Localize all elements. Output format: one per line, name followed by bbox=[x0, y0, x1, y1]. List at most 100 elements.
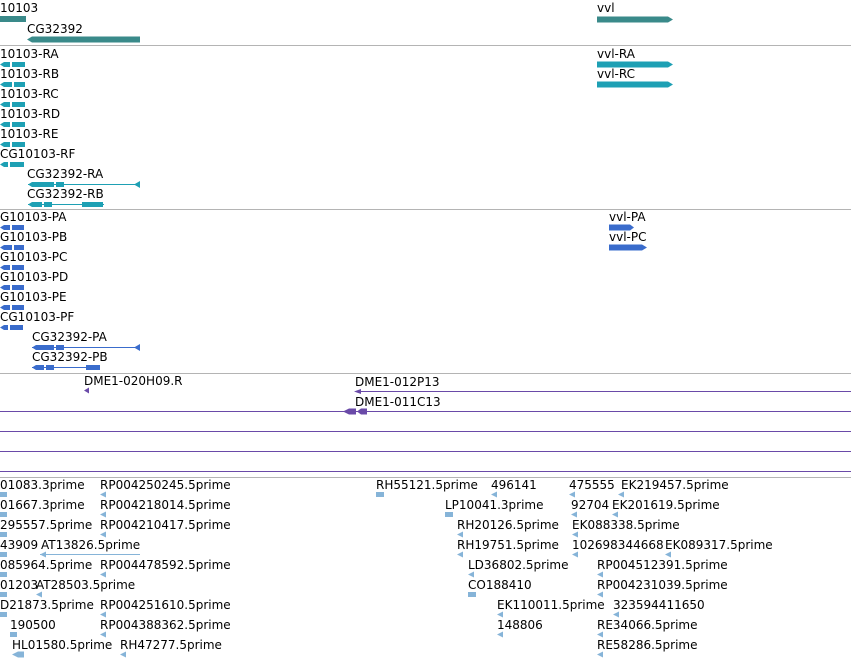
protein-glyph[interactable] bbox=[0, 305, 24, 310]
est-label[interactable]: LD36802.5prime bbox=[468, 558, 569, 572]
protein-glyph[interactable] bbox=[32, 365, 100, 370]
protein-glyph[interactable] bbox=[609, 244, 647, 251]
transcript-glyph[interactable] bbox=[28, 181, 140, 188]
est-glyph[interactable] bbox=[491, 491, 497, 498]
est-glyph[interactable] bbox=[10, 632, 17, 637]
protein-glyph[interactable] bbox=[0, 285, 24, 290]
est-label[interactable]: 475555 bbox=[569, 478, 615, 492]
est-glyph[interactable] bbox=[100, 631, 106, 638]
est-glyph[interactable] bbox=[597, 591, 603, 598]
transcript-glyph[interactable] bbox=[0, 122, 25, 127]
est-glyph[interactable] bbox=[597, 651, 603, 658]
est-glyph[interactable] bbox=[120, 651, 126, 658]
est-label[interactable]: 148806 bbox=[497, 618, 543, 632]
est-glyph[interactable] bbox=[0, 592, 7, 597]
protein-glyph[interactable] bbox=[0, 245, 24, 250]
est-label[interactable]: EK110011.5prime bbox=[497, 598, 605, 612]
gene-glyph-vvl[interactable] bbox=[597, 16, 673, 23]
est-glyph[interactable] bbox=[0, 572, 7, 577]
protein-glyph[interactable] bbox=[609, 224, 634, 231]
protein-label[interactable]: CG32392-PA bbox=[32, 330, 107, 344]
est-glyph[interactable] bbox=[0, 612, 7, 617]
est-label[interactable]: 295557.5prime bbox=[0, 518, 93, 532]
est-label[interactable]: 496141 bbox=[491, 478, 537, 492]
est-label[interactable]: RE58286.5prime bbox=[597, 638, 698, 652]
est-label[interactable]: EK201619.5prime bbox=[612, 498, 720, 512]
est-label[interactable]: RP004231039.5prime bbox=[597, 578, 728, 592]
clone-label[interactable]: DME1-011C13 bbox=[355, 395, 441, 409]
transcript-label[interactable]: vvl-RC bbox=[597, 67, 635, 81]
est-glyph[interactable] bbox=[36, 591, 42, 598]
est-label[interactable]: 102698344668 bbox=[572, 538, 664, 552]
est-glyph[interactable] bbox=[618, 491, 624, 498]
est-glyph[interactable] bbox=[613, 611, 619, 618]
transcript-glyph[interactable] bbox=[597, 61, 673, 68]
est-label[interactable]: CO188410 bbox=[468, 578, 532, 592]
protein-label[interactable]: vvl-PA bbox=[609, 210, 646, 224]
protein-glyph[interactable] bbox=[0, 225, 24, 230]
est-glyph[interactable] bbox=[457, 531, 463, 538]
transcript-label[interactable]: 10103-RB bbox=[0, 67, 60, 81]
est-glyph[interactable] bbox=[612, 511, 618, 518]
transcript-glyph[interactable] bbox=[0, 162, 24, 167]
est-glyph[interactable] bbox=[468, 592, 476, 597]
transcript-glyph[interactable] bbox=[0, 142, 25, 147]
clone-glyph[interactable] bbox=[84, 387, 89, 394]
est-label[interactable]: RP004478592.5prime bbox=[100, 558, 231, 572]
est-label[interactable]: RH20126.5prime bbox=[457, 518, 559, 532]
transcript-label[interactable]: 10103-RD bbox=[0, 107, 61, 121]
est-label[interactable]: EK089317.5prime bbox=[665, 538, 773, 552]
est-label[interactable]: RP004512391.5prime bbox=[597, 558, 728, 572]
est-label[interactable]: 43909 bbox=[0, 538, 39, 552]
est-label[interactable]: AT28503.5prime bbox=[36, 578, 136, 592]
est-glyph[interactable] bbox=[497, 611, 503, 618]
est-label[interactable]: EK219457.5prime bbox=[621, 478, 729, 492]
protein-label[interactable]: G10103-PB bbox=[0, 230, 68, 244]
est-label[interactable]: RP004210417.5prime bbox=[100, 518, 231, 532]
clone-glyph[interactable] bbox=[354, 389, 851, 394]
protein-label[interactable]: CG10103-PF bbox=[0, 310, 75, 324]
protein-label[interactable]: G10103-PA bbox=[0, 210, 67, 224]
clone-label[interactable]: DME1-020H09.R bbox=[84, 374, 183, 388]
est-label[interactable]: D21873.5prime bbox=[0, 598, 94, 612]
est-glyph[interactable] bbox=[665, 551, 671, 558]
est-label[interactable]: RH19751.5prime bbox=[457, 538, 559, 552]
est-label[interactable]: RE34066.5prime bbox=[597, 618, 698, 632]
est-glyph[interactable] bbox=[0, 492, 7, 497]
est-label[interactable]: RP004250245.5prime bbox=[100, 478, 231, 492]
est-glyph[interactable] bbox=[0, 552, 7, 557]
protein-label[interactable]: G10103-PE bbox=[0, 290, 67, 304]
est-glyph[interactable] bbox=[100, 511, 106, 518]
clone-label[interactable]: DME1-012P13 bbox=[355, 375, 440, 389]
gene-label[interactable]: 10103 bbox=[0, 1, 39, 15]
est-label[interactable]: 92704 bbox=[571, 498, 610, 512]
est-label[interactable]: RP004251610.5prime bbox=[100, 598, 231, 612]
est-label[interactable]: HL01580.5prime bbox=[12, 638, 113, 652]
est-glyph[interactable] bbox=[0, 532, 7, 537]
transcript-glyph[interactable] bbox=[597, 81, 673, 88]
transcript-glyph[interactable] bbox=[0, 102, 25, 107]
est-label[interactable]: RP004218014.5prime bbox=[100, 498, 231, 512]
est-label[interactable]: EK088338.5prime bbox=[572, 518, 680, 532]
gene-glyph-10103[interactable] bbox=[0, 16, 26, 22]
est-glyph[interactable] bbox=[100, 571, 106, 578]
est-label[interactable]: 190500 bbox=[10, 618, 56, 632]
est-glyph[interactable] bbox=[597, 571, 603, 578]
est-label[interactable]: 01083.3prime bbox=[0, 478, 85, 492]
protein-glyph[interactable] bbox=[0, 325, 23, 330]
est-label[interactable]: RH55121.5prime bbox=[376, 478, 478, 492]
est-glyph[interactable] bbox=[40, 551, 140, 558]
gene-label[interactable]: vvl bbox=[597, 1, 615, 15]
protein-glyph[interactable] bbox=[0, 265, 24, 270]
gene-glyph-cg32392[interactable] bbox=[27, 36, 140, 43]
est-glyph[interactable] bbox=[457, 551, 463, 558]
protein-glyph[interactable] bbox=[32, 344, 140, 351]
est-glyph[interactable] bbox=[569, 491, 575, 498]
protein-label[interactable]: vvl-PC bbox=[609, 230, 647, 244]
est-glyph[interactable] bbox=[572, 551, 578, 558]
est-label[interactable]: RP004388362.5prime bbox=[100, 618, 231, 632]
protein-label[interactable]: G10103-PD bbox=[0, 270, 69, 284]
est-glyph[interactable] bbox=[100, 531, 106, 538]
est-glyph[interactable] bbox=[0, 512, 7, 517]
est-label[interactable]: RH47277.5prime bbox=[120, 638, 222, 652]
